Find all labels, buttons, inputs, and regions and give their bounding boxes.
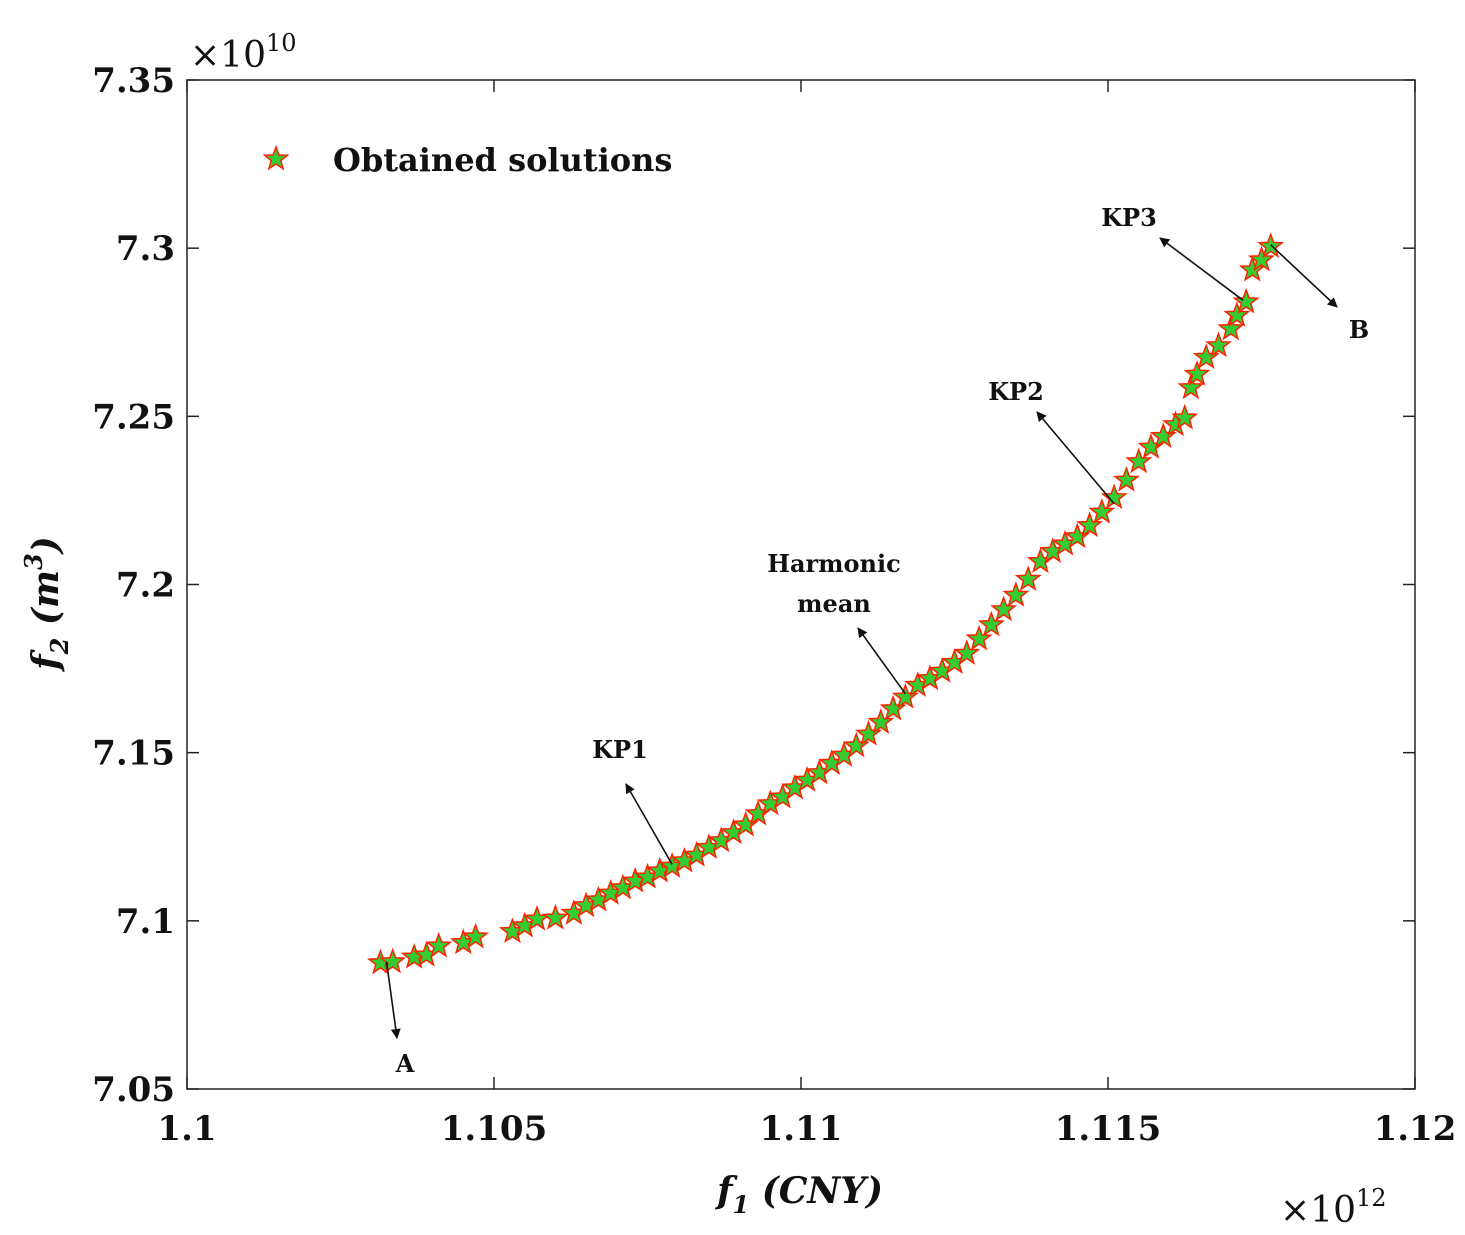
legend: Obtained solutions <box>262 141 672 179</box>
data-point-star <box>1171 403 1199 430</box>
x-axis-multiplier: ×1012 <box>1280 1184 1387 1231</box>
data-point-star <box>379 947 407 974</box>
y-title-close: ) <box>25 536 67 555</box>
annotation-arrow <box>385 961 401 1039</box>
y-multiplier-prefix: ×10 <box>190 35 266 76</box>
data-point-star <box>1002 581 1030 607</box>
data-point-star <box>1248 245 1275 272</box>
annotation-arrow <box>1270 244 1338 308</box>
data-point-star <box>541 903 569 930</box>
annotations: A KP1 Harmonic mean KP2 KP3 B <box>385 203 1369 1078</box>
x-tick-label: 1.12 <box>1374 1109 1457 1149</box>
data-point-star <box>867 708 895 734</box>
data-point-star <box>965 624 993 651</box>
annotation-arrow <box>625 783 673 865</box>
data-point-star <box>990 595 1018 622</box>
annotation-label: KP2 <box>988 377 1044 406</box>
data-point-star <box>1076 511 1104 538</box>
annotation-label: mean <box>797 589 871 618</box>
annotation-label: A <box>395 1049 415 1078</box>
data-point-star <box>1177 373 1205 400</box>
data-point-star <box>1088 498 1116 524</box>
annotation-arrow <box>857 627 907 695</box>
y-axis-title: f2 (m3) <box>19 536 74 673</box>
legend-star-marker <box>262 144 290 171</box>
annotation-label: B <box>1349 315 1369 344</box>
data-point-star <box>1217 314 1245 341</box>
annotation-arrow <box>1159 237 1244 301</box>
x-tick-label: 1.105 <box>441 1109 547 1149</box>
data-point-star <box>425 931 453 958</box>
x-title-rest: (CNY) <box>749 1170 883 1212</box>
data-point-star <box>1112 466 1140 492</box>
data-point-star <box>1223 301 1251 327</box>
data-point-star <box>977 610 1005 637</box>
annotation-arrow <box>1036 411 1115 505</box>
y-tick-label: 7.15 <box>92 734 175 774</box>
y-multiplier-power: 10 <box>266 29 297 57</box>
data-points <box>366 232 1285 975</box>
annotation-label: KP1 <box>592 735 648 764</box>
x-title-sub: 1 <box>732 1190 749 1219</box>
annotation-label: Harmonic <box>767 549 900 578</box>
x-tick-label: 1.115 <box>1055 1109 1161 1149</box>
y-tick-label: 7.3 <box>116 229 175 269</box>
data-point-star <box>1205 331 1232 358</box>
y-axis-multiplier: ×1010 <box>190 29 297 76</box>
x-tick-label: 1.1 <box>157 1109 216 1149</box>
data-point-star <box>1232 287 1260 314</box>
annotation-label: KP3 <box>1101 203 1157 232</box>
y-tick-label: 7.2 <box>116 566 175 606</box>
data-point-star <box>953 639 981 665</box>
y-tick-label: 7.35 <box>92 61 175 101</box>
data-point-star <box>1014 565 1042 591</box>
y-title-sub: 2 <box>45 638 74 656</box>
data-point-star <box>462 922 490 949</box>
y-tick-label: 7.05 <box>92 1070 175 1110</box>
x-multiplier-prefix: ×10 <box>1280 1190 1356 1231</box>
y-tick-label: 7.1 <box>116 902 175 942</box>
x-multiplier-power: 12 <box>1356 1184 1387 1212</box>
data-point-star <box>1125 447 1153 474</box>
y-title-open: (m <box>25 570 67 638</box>
plot-area <box>186 79 1416 1090</box>
x-tick-label: 1.11 <box>760 1109 843 1149</box>
x-axis-title: f1 (CNY) <box>714 1170 883 1219</box>
legend-label: Obtained solutions <box>333 141 672 179</box>
data-point-star <box>1183 360 1211 386</box>
y-tick-label: 7.25 <box>92 397 175 437</box>
axis-ticks: 1.1 1.105 1.11 1.115 1.12 7.05 7.1 7.15 7.2 7.25 7… <box>92 61 1456 1149</box>
y-title-sup: 3 <box>19 553 48 570</box>
